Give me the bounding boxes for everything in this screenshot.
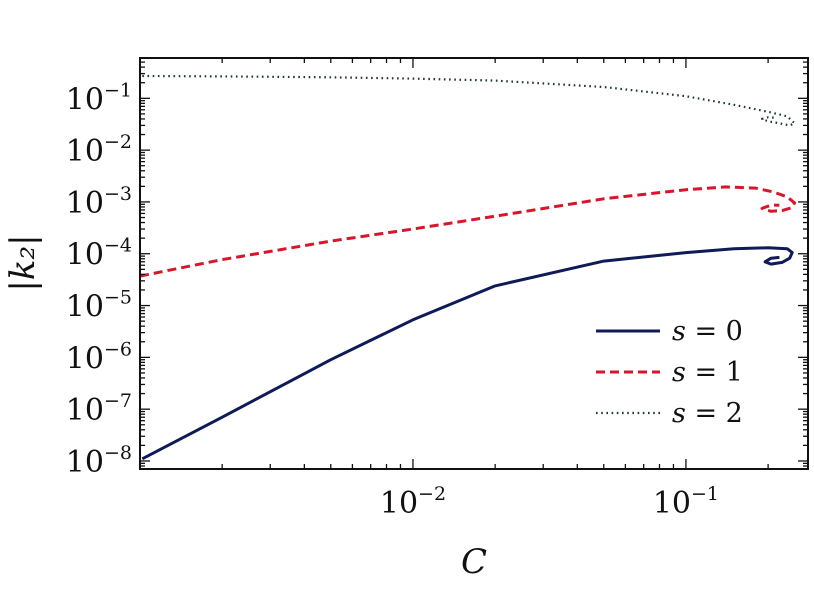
series-line-2 bbox=[142, 74, 796, 127]
y-tick-label: 10−5 bbox=[66, 287, 132, 325]
y-axis-label: |k₂| bbox=[3, 234, 43, 291]
x-tick-label: 10−1 bbox=[653, 483, 719, 521]
y-tick-label: 10−3 bbox=[66, 183, 132, 221]
series-line-1 bbox=[140, 185, 797, 278]
y-tick-label: 10−4 bbox=[66, 235, 132, 273]
tick-label-layer: 10−2 10−1 10−1 10−2 10−3 10−4 10−5 10−6 10−7 10−8 bbox=[66, 79, 719, 521]
y-tick-label: 10−7 bbox=[66, 390, 132, 428]
series-layer bbox=[140, 74, 797, 461]
y-tick-label: 10−1 bbox=[66, 79, 132, 117]
y-tick-label: 10−8 bbox=[66, 442, 132, 480]
legend-label-2: s = 2 bbox=[672, 398, 743, 429]
series-line-0 bbox=[141, 246, 794, 461]
legend-label-0: s = 0 bbox=[672, 316, 743, 347]
y-tick-label: 10−6 bbox=[66, 338, 132, 376]
x-axis-label: C bbox=[461, 542, 487, 582]
legend-label-1: s = 1 bbox=[672, 357, 743, 388]
legend: s = 0 s = 1 s = 2 bbox=[596, 316, 743, 429]
plot-frame bbox=[139, 57, 809, 470]
y-tick-label: 10−2 bbox=[66, 131, 132, 169]
x-tick-label: 10−2 bbox=[380, 483, 446, 521]
